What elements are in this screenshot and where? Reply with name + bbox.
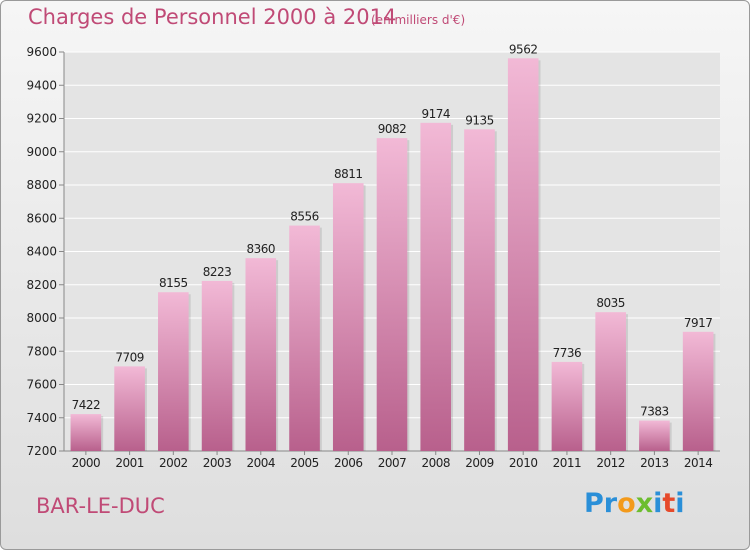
y-tick-label: 9200 [26, 112, 57, 126]
y-tick-label: 8400 [26, 245, 57, 259]
logo-letter: o [617, 488, 636, 519]
bar [682, 331, 714, 451]
bar-value-label: 9174 [421, 107, 450, 121]
bar-value-label: 8223 [203, 265, 232, 279]
logo-letter: r [603, 488, 618, 519]
bar [639, 420, 670, 451]
x-tick-label: 2011 [553, 456, 582, 470]
chart-title: Charges de Personnel 2000 à 2014 [28, 5, 397, 29]
logo-letter: i [675, 488, 685, 519]
logo-letter: i [653, 488, 663, 519]
bar [551, 361, 583, 451]
bar-value-label: 7917 [684, 316, 713, 330]
x-tick-label: 2012 [596, 456, 625, 470]
x-tick-label: 2008 [421, 456, 450, 470]
bar [158, 292, 189, 451]
bar-value-label: 9562 [509, 42, 538, 56]
x-tick-label: 2000 [72, 456, 101, 470]
bar-value-label: 8035 [596, 296, 625, 310]
bar [245, 258, 277, 451]
x-tick-label: 2010 [509, 456, 538, 470]
y-tick-label: 8200 [26, 278, 57, 292]
y-tick-label: 8600 [26, 211, 57, 225]
bar [70, 414, 102, 451]
logo-letter: P [584, 488, 604, 519]
proxiti-logo: Proxiti [584, 488, 685, 519]
x-tick-label: 2006 [334, 456, 363, 470]
y-tick-label: 7200 [26, 444, 57, 458]
y-tick-label: 9000 [26, 145, 57, 159]
x-tick-label: 2013 [640, 456, 669, 470]
y-tick-label: 9400 [26, 78, 57, 92]
y-tick-label: 9600 [26, 45, 57, 59]
bar-value-label: 9082 [378, 122, 407, 136]
bar-value-label: 7422 [72, 398, 101, 412]
chart-subtitle: (en milliers d'€) [371, 13, 466, 27]
y-tick-label: 8000 [26, 311, 57, 325]
logo-letter: x [635, 488, 654, 519]
logo-letter: t [662, 488, 676, 519]
bar [420, 122, 452, 451]
bar [289, 225, 320, 451]
bar [464, 129, 495, 451]
x-tick-label: 2014 [684, 456, 713, 470]
bar-value-label: 7383 [640, 405, 669, 419]
y-tick-label: 7800 [26, 344, 57, 358]
x-tick-label: 2001 [115, 456, 144, 470]
x-tick-label: 2002 [159, 456, 188, 470]
bar [507, 58, 539, 451]
x-tick-label: 2009 [465, 456, 494, 470]
bar-value-label: 8556 [290, 210, 319, 224]
bar-value-label: 7736 [553, 346, 582, 360]
x-tick-label: 2007 [378, 456, 407, 470]
city-name: BAR-LE-DUC [36, 494, 165, 518]
x-tick-label: 2005 [290, 456, 319, 470]
bar [595, 312, 626, 451]
bar-value-label: 8155 [159, 276, 188, 290]
y-tick-label: 7400 [26, 411, 57, 425]
bar-value-label: 8360 [247, 242, 276, 256]
y-tick-label: 7600 [26, 378, 57, 392]
bar-value-label: 9135 [465, 113, 494, 127]
bar [201, 280, 233, 451]
bar [376, 138, 408, 451]
x-tick-label: 2004 [247, 456, 276, 470]
x-tick-label: 2003 [203, 456, 232, 470]
bar-value-label: 7709 [115, 350, 144, 364]
bar [332, 183, 364, 451]
bar [114, 366, 145, 451]
y-tick-label: 8800 [26, 178, 57, 192]
bar-value-label: 8811 [334, 167, 363, 181]
